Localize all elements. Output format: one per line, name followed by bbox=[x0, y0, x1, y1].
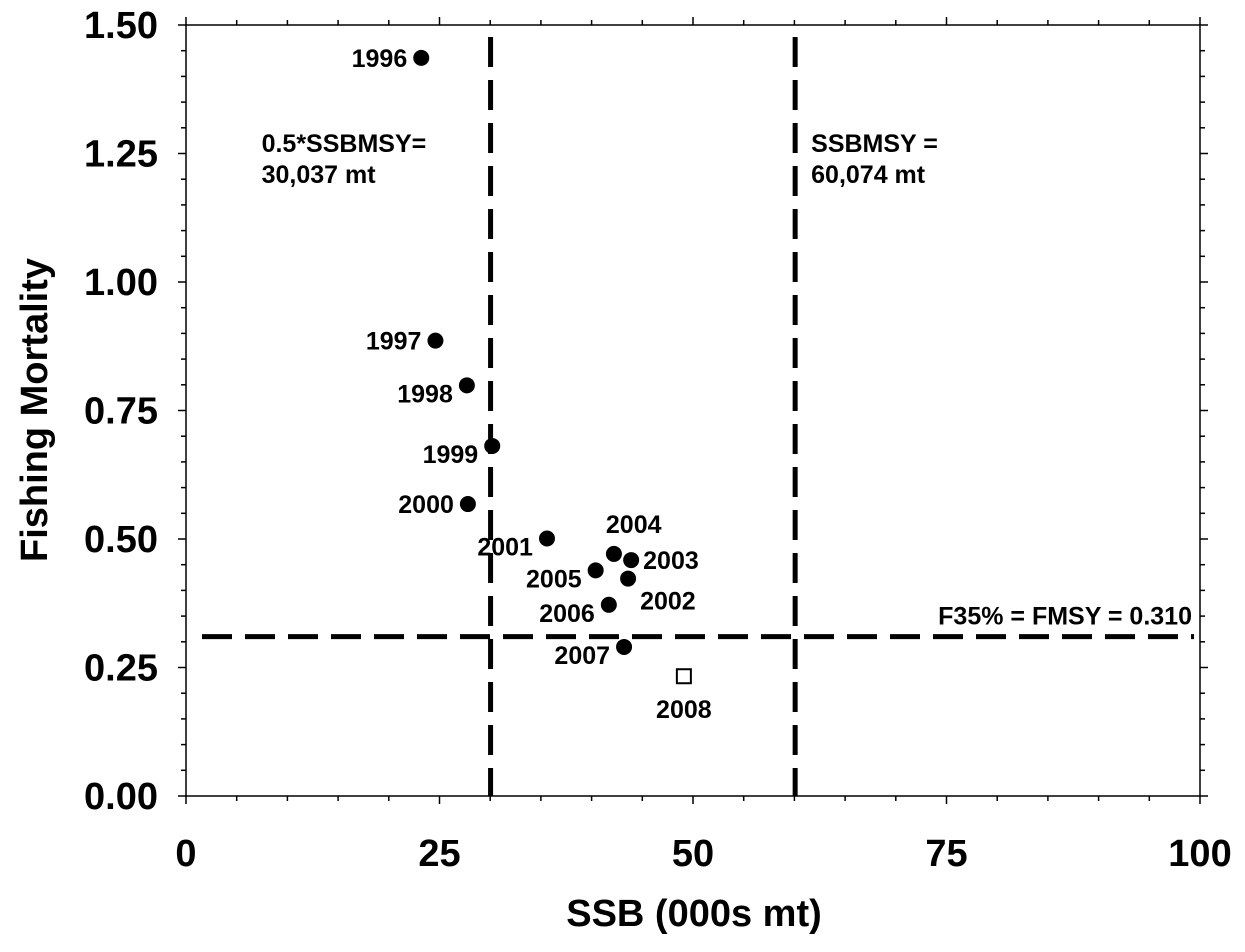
reference-label: SSBMSY = 60,074 mt bbox=[811, 130, 938, 189]
data-point-filled-circle bbox=[616, 638, 633, 655]
data-point-filled-circle bbox=[427, 332, 444, 349]
data-point-label: 2005 bbox=[526, 565, 582, 593]
reference-label-line: 0.5*SSBMSY= bbox=[262, 130, 427, 158]
reference-lines-group: 0.5*SSBMSY= 30,037 mt SSBMSY = 60,074 mt F35… bbox=[202, 37, 1194, 796]
y-tick-label: 1.00 bbox=[84, 262, 158, 304]
data-point-label: 1997 bbox=[366, 328, 422, 356]
y-tick-label: 0.25 bbox=[84, 648, 158, 690]
data-point-label: 1998 bbox=[397, 380, 453, 408]
x-tick-label: 25 bbox=[418, 833, 460, 875]
data-point-filled-circle bbox=[587, 562, 604, 579]
reference-label-line: 30,037 mt bbox=[262, 161, 377, 189]
data-point-label: 2003 bbox=[643, 547, 699, 575]
data-point-label: 2004 bbox=[606, 511, 662, 539]
y-tick-label: 1.25 bbox=[84, 134, 158, 176]
y-tick-label: 1.50 bbox=[84, 5, 158, 47]
x-tick-label: 50 bbox=[672, 833, 714, 875]
data-point-label: 2002 bbox=[640, 588, 696, 616]
y-tick-label: 0.00 bbox=[84, 776, 158, 818]
x-tick-label: 0 bbox=[175, 833, 196, 875]
ticks-group: 0 25 50 75 100 0.00 0.25 0.50 0.75 1.00 1.25 1.50 bbox=[84, 5, 1232, 875]
data-point-filled-circle bbox=[413, 49, 430, 66]
data-point-filled-circle bbox=[620, 570, 637, 587]
reference-label: F35% = FMSY = 0.310 bbox=[938, 603, 1192, 631]
data-point-filled-circle bbox=[458, 377, 475, 394]
data-point-label: 2008 bbox=[656, 696, 712, 724]
data-point-filled-circle bbox=[484, 437, 501, 454]
data-point-label: 2000 bbox=[398, 491, 454, 519]
data-point-label: 1999 bbox=[423, 441, 479, 469]
points-group bbox=[413, 49, 692, 685]
data-point-filled-circle bbox=[605, 545, 622, 562]
data-point-filled-circle bbox=[459, 496, 476, 513]
y-tick-label: 0.75 bbox=[84, 391, 158, 433]
data-point-filled-circle bbox=[538, 530, 555, 547]
data-point-label: 2001 bbox=[477, 533, 533, 561]
data-point-open-square bbox=[675, 668, 692, 685]
y-axis-title: Fishing Mortality bbox=[14, 258, 56, 562]
data-point-label: 1996 bbox=[352, 45, 408, 73]
data-point-filled-circle bbox=[600, 596, 617, 613]
x-tick-label: 75 bbox=[925, 833, 967, 875]
labels-group: 1996 1997 1998 1999 2000 2001 2002 2003 2004 2005… bbox=[352, 45, 712, 724]
data-point-label: 2006 bbox=[539, 600, 595, 628]
y-tick-label: 0.50 bbox=[84, 519, 158, 561]
data-point-filled-circle bbox=[623, 552, 640, 569]
reference-label-line: SSBMSY = bbox=[811, 130, 938, 158]
reference-label-line: 60,074 mt bbox=[811, 161, 926, 189]
x-tick-label: 100 bbox=[1168, 833, 1231, 875]
data-point-label: 2007 bbox=[554, 642, 610, 670]
reference-label: 0.5*SSBMSY= 30,037 mt bbox=[262, 130, 427, 189]
x-axis-title: SSB (000s mt) bbox=[566, 893, 822, 935]
